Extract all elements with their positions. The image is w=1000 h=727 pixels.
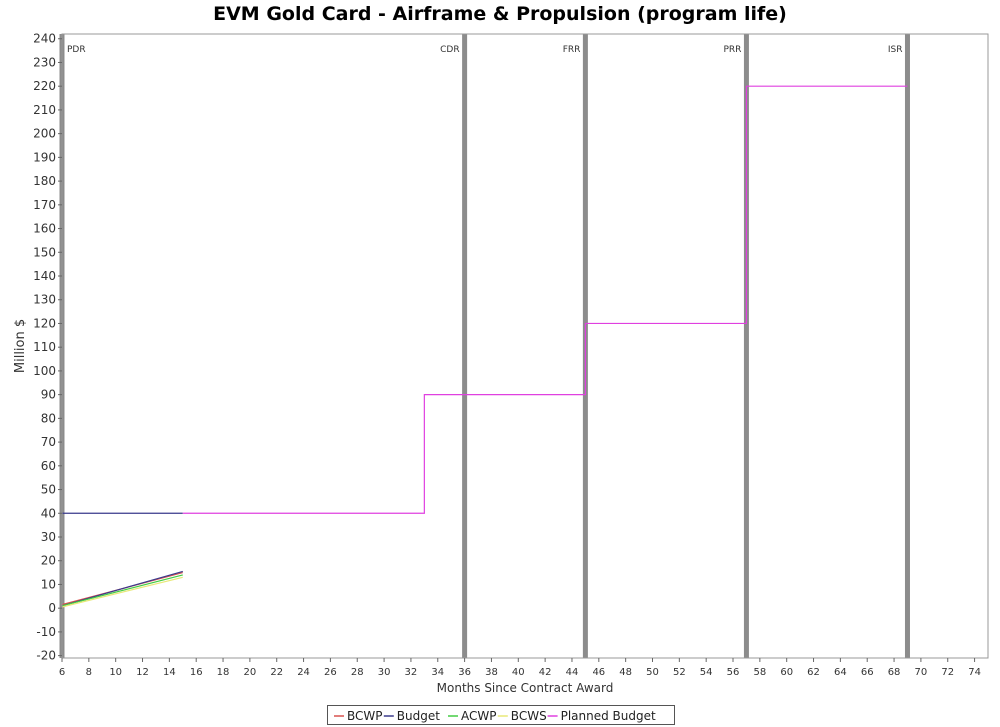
y-tick-label: 140: [33, 269, 56, 283]
x-tick-label: 38: [485, 667, 498, 678]
series-line-bcws: [61, 576, 183, 608]
x-tick-label: 30: [378, 667, 391, 678]
x-tick-label: 32: [405, 667, 418, 678]
x-tick-label: 74: [968, 667, 981, 678]
x-tick-label: 14: [163, 667, 176, 678]
x-tick-label: 40: [512, 667, 525, 678]
y-tick-label: 10: [41, 577, 56, 591]
y-tick-label: 200: [33, 127, 56, 141]
x-tick-label: 8: [86, 667, 92, 678]
y-tick-label: 210: [33, 103, 56, 117]
x-tick-label: 58: [753, 667, 766, 678]
x-tick-label: 52: [673, 667, 686, 678]
x-axis-label: Months Since Contract Award: [437, 681, 614, 695]
milestone-label-isr: ISR: [888, 45, 903, 55]
y-tick-label: -10: [36, 625, 56, 639]
y-tick-label: 90: [41, 388, 56, 402]
x-tick-label: 26: [324, 667, 337, 678]
y-tick-label: 50: [41, 483, 56, 497]
x-tick-label: 46: [592, 667, 605, 678]
series-layer: [61, 85, 908, 608]
milestone-label-prr: PRR: [723, 45, 741, 55]
y-tick-label: -20: [36, 649, 56, 663]
y-tick-label: 240: [33, 32, 56, 46]
x-tick-label: 68: [888, 667, 901, 678]
milestone-label-frr: FRR: [563, 45, 581, 55]
y-axis-label: Million $: [13, 319, 28, 373]
x-tick-label: 48: [619, 667, 632, 678]
x-tick-label: 60: [780, 667, 793, 678]
y-tick-label: 180: [33, 174, 56, 188]
x-tick-label: 20: [244, 667, 257, 678]
milestone-label-cdr: CDR: [440, 45, 459, 55]
legend-label-acwp: ACWP: [461, 709, 496, 723]
x-tick-label: 72: [941, 667, 954, 678]
x-tick-label: 6: [59, 667, 65, 678]
legend-items: BCWP Budget ACWP BCWS Planned Budget: [334, 709, 656, 723]
y-tick-label: 60: [41, 459, 56, 473]
y-tick-label: 110: [33, 340, 56, 354]
y-tick-label: 130: [33, 293, 56, 307]
legend-label-bcwp: BCWP: [347, 709, 383, 723]
y-tick-label: 80: [41, 411, 56, 425]
x-tick-label: 56: [727, 667, 740, 678]
x-tick-label: 28: [351, 667, 364, 678]
y-tick-label: 120: [33, 316, 56, 330]
series-line-planned-budget: [182, 85, 908, 514]
y-tick-label: 220: [33, 79, 56, 93]
x-tick-label: 70: [915, 667, 928, 678]
x-tick-label: 44: [566, 667, 579, 678]
x-tick-label: 66: [861, 667, 874, 678]
y-tick-label: 190: [33, 150, 56, 164]
x-tick-label: 54: [700, 667, 713, 678]
y-tick-label: 70: [41, 435, 56, 449]
legend-label-bcws: BCWS: [511, 709, 547, 723]
milestone-label-pdr: PDR: [67, 45, 86, 55]
plot-border: [61, 33, 989, 659]
y-tick-label: 150: [33, 245, 56, 259]
x-tick-label: 34: [431, 667, 444, 678]
legend-label-planned-budget: Planned Budget: [561, 709, 656, 723]
x-tick-label: 36: [458, 667, 471, 678]
x-tick-layer: 6 8 10 12 14 16 18 20 22 24 26 28 30 32 34 36 38 40 42 44 46…: [59, 658, 981, 678]
x-tick-label: 50: [646, 667, 659, 678]
x-tick-label: 10: [109, 667, 122, 678]
plot-area: [62, 34, 988, 658]
x-tick-label: 12: [136, 667, 149, 678]
y-tick-label: 20: [41, 554, 56, 568]
y-tick-label: 160: [33, 222, 56, 236]
series-line-acwp: [61, 574, 183, 607]
x-tick-label: 64: [834, 667, 847, 678]
y-tick-label: 0: [48, 601, 56, 615]
x-tick-label: 42: [539, 667, 552, 678]
y-tick-label: 230: [33, 55, 56, 69]
chart-title: EVM Gold Card - Airframe & Propulsion (p…: [213, 3, 787, 25]
y-tick-label: 170: [33, 198, 56, 212]
y-tick-label: 30: [41, 530, 56, 544]
x-tick-label: 24: [297, 667, 310, 678]
x-tick-label: 62: [807, 667, 820, 678]
legend-label-budget: Budget: [397, 709, 440, 723]
y-tick-label: 100: [33, 364, 56, 378]
legend: BCWP Budget ACWP BCWS Planned Budget: [327, 705, 675, 725]
y-tick-label: 40: [41, 506, 56, 520]
y-tick-layer: -20 -10 0 10 20 30 40 50 60 70 80 90 100 110 120 130 140…: [33, 32, 62, 663]
x-tick-label: 16: [190, 667, 203, 678]
x-tick-label: 22: [270, 667, 283, 678]
x-tick-label: 18: [217, 667, 230, 678]
